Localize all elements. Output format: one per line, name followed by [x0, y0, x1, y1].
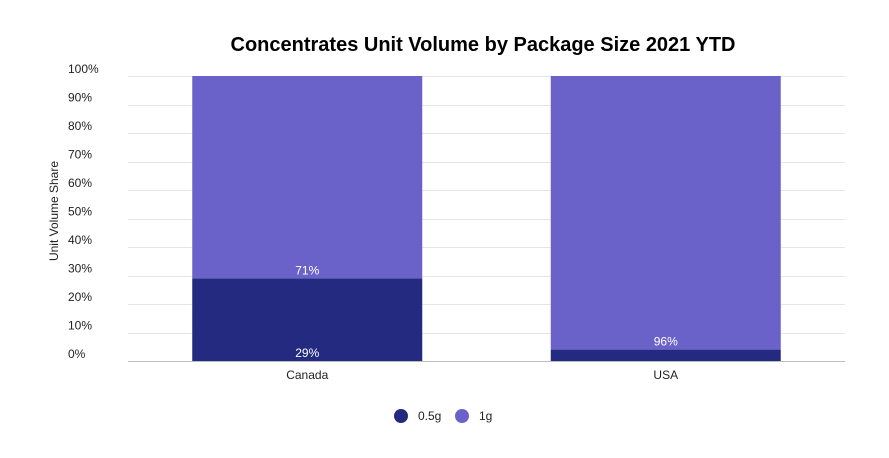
y-tick-label: 0% [68, 347, 86, 361]
y-tick-label: 30% [68, 262, 92, 276]
data-label: 29% [295, 346, 319, 360]
bar-canada-0-5g [192, 278, 423, 361]
legend-item-1g[interactable]: 1g [455, 409, 492, 423]
legend-label: 0.5g [418, 409, 441, 423]
x-tick-label: USA [653, 368, 678, 382]
legend[interactable]: 0.5g 1g [394, 409, 492, 423]
legend-swatch [455, 409, 469, 423]
y-axis-ticks: 0% 10% 20% 30% 40% 50% 60% 70% 80% 90% 100% [68, 62, 99, 361]
data-labels: 29% 71% 96% [295, 263, 678, 360]
y-tick-label: 90% [68, 91, 92, 105]
y-axis-label: Unit Volume Share [47, 161, 61, 261]
x-axis-ticks: Canada USA [286, 368, 678, 382]
y-tick-label: 10% [68, 319, 92, 333]
y-tick-label: 50% [68, 205, 92, 219]
bar-usa-1g [550, 76, 781, 350]
bar-usa-0-5g [550, 349, 781, 361]
legend-item-0-5g[interactable]: 0.5g [394, 409, 441, 423]
y-tick-label: 80% [68, 119, 92, 133]
y-tick-label: 20% [68, 290, 92, 304]
y-tick-label: 40% [68, 233, 92, 247]
data-label: 71% [295, 263, 319, 277]
legend-label: 1g [479, 409, 492, 423]
y-tick-label: 100% [68, 62, 99, 76]
legend-swatch [394, 409, 408, 423]
y-tick-label: 70% [68, 148, 92, 162]
data-label: 96% [654, 335, 678, 349]
bar-canada-1g [192, 76, 423, 279]
x-tick-label: Canada [286, 368, 328, 382]
bars [192, 76, 781, 361]
chart-title: Concentrates Unit Volume by Package Size… [231, 34, 736, 56]
y-tick-label: 60% [68, 176, 92, 190]
